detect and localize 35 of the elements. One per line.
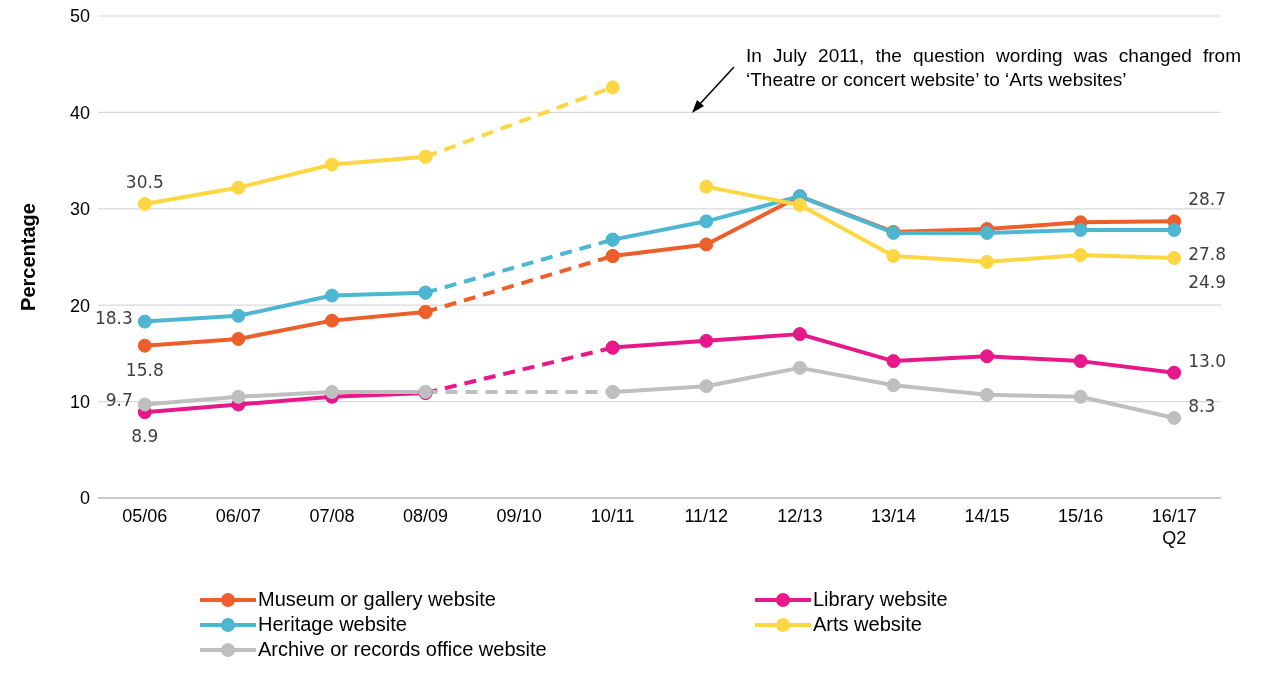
data-label: 24.9 [1188, 271, 1227, 292]
data-label: 13.0 [1188, 350, 1227, 371]
data-label: 30.5 [125, 171, 164, 192]
x-tick-label: 15/16 [1058, 506, 1104, 526]
x-tick-label: 14/15 [964, 506, 1010, 526]
x-tick-label: 13/14 [870, 506, 916, 526]
x-tick-label: 09/10 [496, 506, 542, 526]
data-label: 8.9 [131, 426, 159, 447]
y-axis-title: Percentage [17, 203, 40, 311]
x-tick-label: 08/09 [403, 506, 449, 526]
data-label: 9.7 [105, 390, 133, 411]
y-tick-label: 50 [69, 6, 90, 27]
y-tick-label: 30 [69, 199, 90, 220]
x-tick-label: 16/17 Q2 [1151, 506, 1197, 548]
annotation: In July 2011, the question wording was changed from ‘Theatre or concert website’ to ‘Arts websites’ [746, 44, 1241, 92]
x-tick-label: 05/06 [122, 506, 168, 526]
legend-label: Archive or records office website [258, 638, 547, 661]
y-tick-label: 10 [69, 391, 90, 412]
x-tick-label: 11/12 [684, 506, 729, 526]
legend-label: Arts website [813, 613, 922, 636]
legend-label: Heritage website [258, 613, 407, 636]
data-label: 27.8 [1188, 244, 1227, 265]
data-label: 18.3 [94, 307, 133, 328]
x-tick-label: 07/08 [309, 506, 355, 526]
y-tick-label: 40 [69, 102, 90, 123]
x-tick-label: 12/13 [777, 506, 823, 526]
x-tick-label: 10/11 [590, 506, 635, 526]
y-tick-label: 0 [79, 488, 90, 509]
data-label: 15.8 [125, 359, 164, 380]
data-label: 8.3 [1188, 395, 1216, 416]
legend-label: Library website [813, 588, 948, 611]
legend-label: Museum or gallery website [258, 588, 496, 611]
y-tick-label: 20 [69, 295, 90, 316]
x-tick-label: 06/07 [215, 506, 261, 526]
data-label: 28.7 [1188, 189, 1227, 210]
